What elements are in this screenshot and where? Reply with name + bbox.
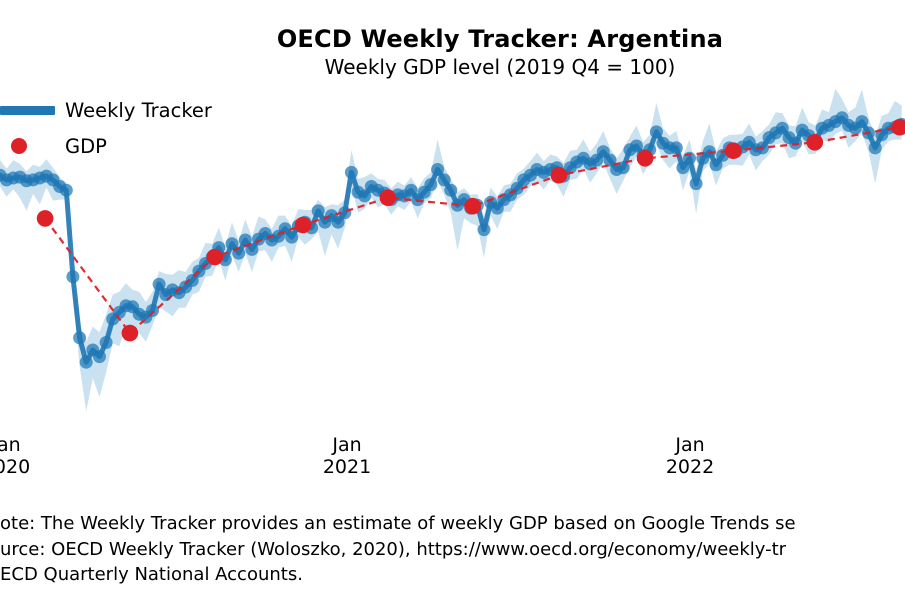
weekly-tracker-marker [444, 183, 458, 197]
chart-svg [0, 88, 905, 412]
weekly-tracker-marker [616, 161, 630, 175]
weekly-tracker-marker [79, 355, 93, 369]
footnote: ote: The Weekly Tracker provides an esti… [0, 511, 905, 588]
weekly-tracker-marker [152, 277, 166, 291]
footnote-line-2: urce: OECD Weekly Tracker (Woloszko, 202… [0, 538, 787, 560]
weekly-tracker-marker [431, 163, 445, 176]
footnote-line-3: ECD Quarterly National Accounts. [0, 564, 303, 585]
weekly-tracker-marker [146, 304, 159, 317]
gdp-dot [121, 324, 139, 342]
gdp-dot [464, 197, 482, 215]
gdp-dot [294, 216, 312, 234]
weekly-tracker-marker [185, 274, 199, 287]
weekly-tracker-marker [775, 121, 789, 135]
weekly-tracker-marker [358, 189, 372, 203]
weekly-tracker-marker [676, 161, 690, 175]
gdp-dot-swatch-icon [11, 138, 27, 154]
weekly-tracker-marker [93, 350, 106, 364]
legend-label-weekly-tracker: Weekly Tracker [65, 99, 212, 122]
weekly-tracker-marker [603, 153, 617, 167]
gdp-dot [550, 166, 568, 184]
weekly-tracker-marker [311, 204, 325, 218]
weekly-tracker-marker [437, 173, 451, 187]
gdp-dot [636, 150, 654, 167]
weekly-tracker-marker [630, 139, 643, 153]
legend-label-gdp: GDP [65, 135, 107, 158]
weekly-tracker-marker [855, 115, 869, 129]
weekly-tracker-marker [331, 215, 345, 229]
weekly-tracker-marker [709, 158, 723, 172]
x-axis: Jan 2020 Jan 2021 Jan 2022 [0, 434, 905, 484]
weekly-tracker-marker [66, 270, 80, 284]
weekly-tracker-marker [477, 223, 491, 237]
weekly-tracker-marker [669, 141, 683, 155]
gdp-dashed-line [44, 126, 900, 335]
weekly-tracker-marker [868, 141, 882, 155]
weekly-tracker-marker [59, 183, 73, 197]
weekly-tracker-confidence-band [0, 88, 902, 412]
weekly-tracker-marker [424, 178, 438, 192]
weekly-tracker-marker [225, 237, 239, 251]
weekly-tracker-marker [238, 233, 252, 247]
weekly-tracker-marker [245, 242, 259, 256]
gdp-dot [806, 134, 824, 151]
weekly-tracker-marker [649, 125, 663, 139]
x-tick-jan-2020: Jan 2020 [0, 434, 31, 478]
footnote-line-1: ote: The Weekly Tracker provides an esti… [0, 513, 796, 534]
gdp-dot [36, 210, 54, 227]
gdp-dot [379, 189, 397, 206]
gdp-dot [725, 142, 742, 159]
weekly-tracker-marker [73, 331, 87, 345]
x-tick-jan-2022: Jan 2022 [665, 434, 715, 478]
gdp-dot [206, 248, 224, 266]
weekly-tracker-marker [344, 165, 358, 179]
x-tick-jan-2021: Jan 2021 [322, 434, 372, 478]
gdp-dot [891, 118, 905, 136]
weekly-tracker-marker [404, 183, 418, 197]
weekly-tracker-marker [285, 230, 299, 244]
weekly-tracker-line-swatch-icon [0, 106, 55, 115]
weekly-tracker-marker [99, 336, 113, 349]
weekly-tracker-marker [689, 177, 703, 191]
